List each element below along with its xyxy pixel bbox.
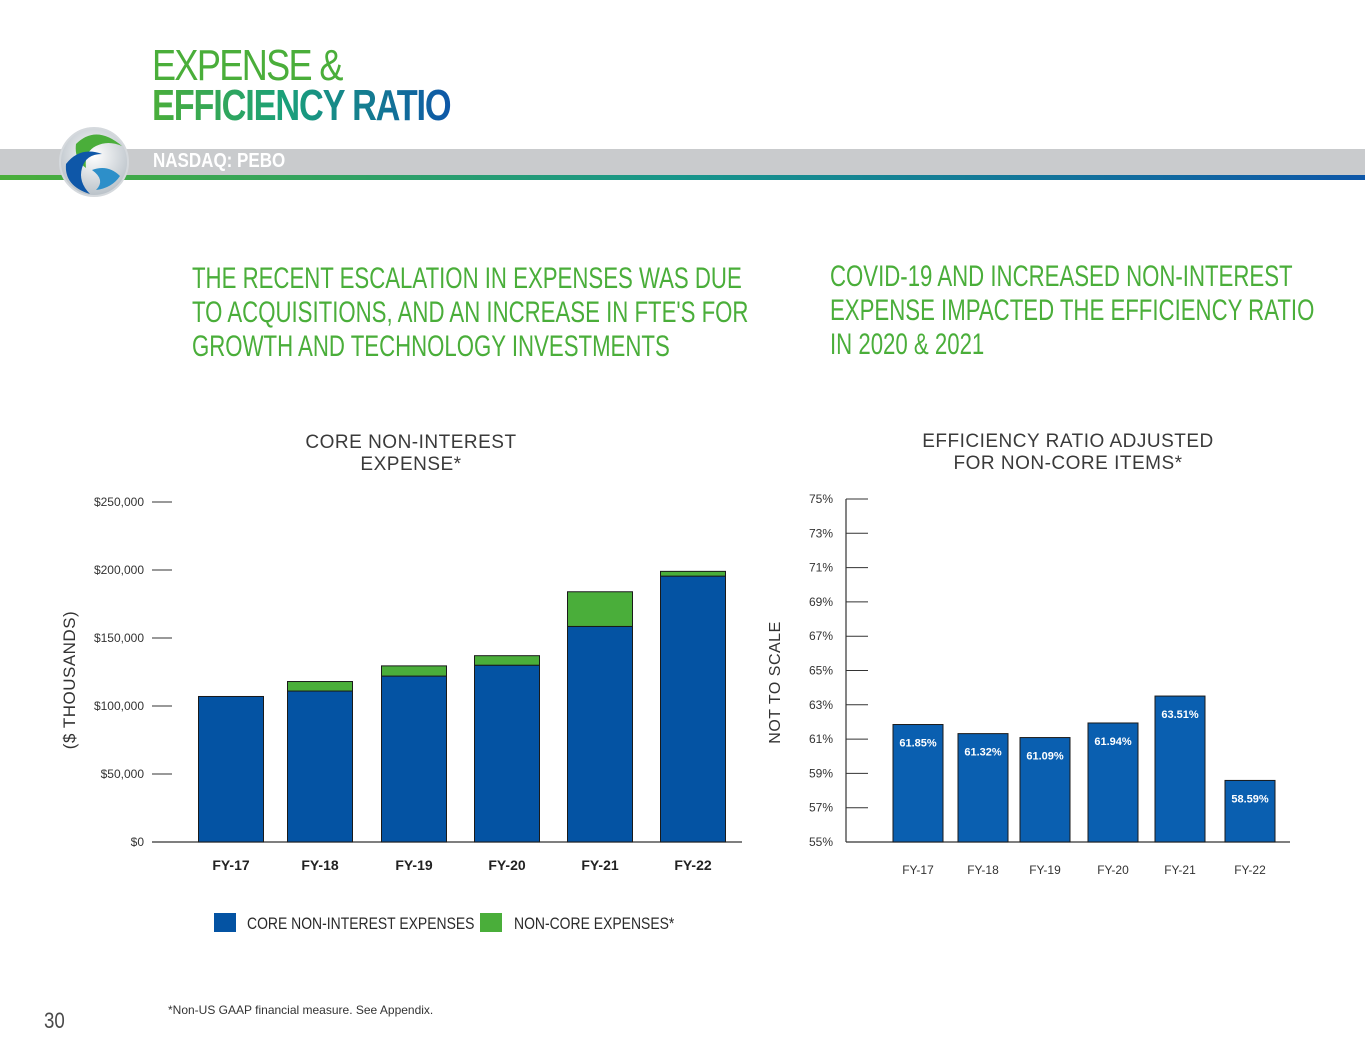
y-tick-label: 59% bbox=[809, 766, 833, 780]
bar-value-label: 61.85% bbox=[899, 738, 937, 750]
x-tick-label: FY-20 bbox=[488, 857, 526, 873]
noncore-expense-bar bbox=[567, 591, 633, 627]
bar-value-label: 63.51% bbox=[1161, 709, 1199, 721]
expense-chart: $0 $50,000 $100,000 $150,000 $200,000 $250,00… bbox=[60, 495, 742, 873]
page-title-line2: EFFICIENCY RATIO bbox=[152, 81, 452, 130]
page-number: 30 bbox=[44, 1008, 65, 1033]
x-tick-label: FY-18 bbox=[967, 863, 999, 877]
headline-right-line: COVID-19 AND INCREASED NON-INTEREST bbox=[830, 260, 1293, 293]
x-tick-label: FY-22 bbox=[1234, 863, 1266, 877]
headline-left-line: GROWTH AND TECHNOLOGY INVESTMENTS bbox=[192, 330, 670, 363]
x-tick-label: FY-20 bbox=[1097, 863, 1129, 877]
efficiency-chart-title-line: FOR NON-CORE ITEMS* bbox=[953, 453, 1183, 474]
y-tick-label: 57% bbox=[809, 801, 833, 815]
expense-chart-title: CORE NON-INTEREST EXPENSE* bbox=[261, 432, 561, 476]
x-tick-label: FY-18 bbox=[301, 857, 339, 873]
efficiency-ratio-bar bbox=[957, 733, 1009, 843]
y-tick-label: 55% bbox=[809, 835, 833, 849]
company-logo bbox=[59, 127, 129, 197]
x-tick-label: FY-19 bbox=[1029, 863, 1061, 877]
bar-value-label: 61.94% bbox=[1094, 736, 1132, 748]
legend-noncore-swatch bbox=[480, 913, 502, 932]
y-axis-label: NOT TO SCALE bbox=[767, 621, 784, 743]
core-expense-bar bbox=[287, 690, 353, 843]
y-tick-label: 61% bbox=[809, 732, 833, 746]
core-expense-bar bbox=[381, 675, 447, 843]
efficiency-ratio-bar bbox=[1224, 779, 1276, 843]
legend-noncore-label: NON-CORE EXPENSES* bbox=[514, 914, 675, 933]
headline-left: THE RECENT ESCALATION IN EXPENSES WAS DU… bbox=[192, 262, 748, 364]
footnote: *Non-US GAAP financial measure. See Appe… bbox=[168, 1003, 434, 1017]
core-expense-bar bbox=[474, 664, 540, 843]
headline-left-line: THE RECENT ESCALATION IN EXPENSES WAS DU… bbox=[192, 262, 742, 295]
efficiency-chart: 55% 57% 59% 61% 63% 65% 67% 69% 71% 73% 75% NOT TO … bbox=[767, 492, 1290, 877]
y-tick-label: $250,000 bbox=[94, 495, 144, 509]
x-tick-label: FY-19 bbox=[395, 857, 433, 873]
core-expense-bar bbox=[198, 695, 264, 843]
headline-right: COVID-19 AND INCREASED NON-INTEREST EXPE… bbox=[830, 260, 1314, 362]
y-tick-label: 63% bbox=[809, 698, 833, 712]
y-tick-label: $200,000 bbox=[94, 563, 144, 577]
x-tick-label: FY-21 bbox=[1164, 863, 1196, 877]
y-tick-label: 69% bbox=[809, 595, 833, 609]
y-tick-label: $50,000 bbox=[101, 767, 145, 781]
header-band bbox=[0, 149, 1365, 175]
ticker-label: NASDAQ: PEBO bbox=[153, 150, 286, 172]
x-tick-label: FY-22 bbox=[674, 857, 712, 873]
bar-value-label: 61.09% bbox=[1026, 751, 1064, 763]
core-expense-bar bbox=[567, 625, 633, 843]
efficiency-ratio-bar bbox=[1087, 722, 1139, 843]
headline-right-line: EXPENSE IMPACTED THE EFFICIENCY RATIO bbox=[830, 294, 1315, 327]
y-tick-label: 65% bbox=[809, 664, 833, 678]
efficiency-chart-title: EFFICIENCY RATIO ADJUSTED FOR NON-CORE I… bbox=[888, 431, 1248, 475]
x-tick-label: FY-17 bbox=[212, 857, 250, 873]
expense-chart-title-line: CORE NON-INTEREST bbox=[305, 432, 517, 453]
y-tick-label: 75% bbox=[809, 492, 833, 506]
noncore-expense-bar bbox=[474, 655, 540, 666]
x-tick-label: FY-17 bbox=[902, 863, 934, 877]
headline-right-line: IN 2020 & 2021 bbox=[830, 328, 985, 361]
efficiency-chart-title-line: EFFICIENCY RATIO ADJUSTED bbox=[922, 431, 1214, 452]
y-tick-label: 67% bbox=[809, 629, 833, 643]
legend-core-swatch bbox=[214, 913, 236, 932]
efficiency-ratio-bar bbox=[892, 724, 944, 843]
headline-left-line: TO ACQUISITIONS, AND AN INCREASE IN FTE'… bbox=[192, 296, 749, 329]
core-expense-bar bbox=[660, 575, 726, 843]
expense-chart-title-line: EXPENSE* bbox=[360, 454, 462, 475]
bar-value-label: 61.32% bbox=[964, 747, 1002, 759]
efficiency-ratio-bar bbox=[1019, 737, 1071, 843]
y-axis-label: ($ THOUSANDS) bbox=[60, 611, 79, 749]
noncore-expense-bar bbox=[660, 570, 726, 577]
noncore-expense-bar bbox=[287, 681, 353, 692]
legend-core-label: CORE NON-INTEREST EXPENSES bbox=[247, 914, 475, 933]
header-stripe bbox=[0, 175, 1365, 180]
y-tick-label: 71% bbox=[809, 561, 833, 575]
y-tick-label: $0 bbox=[131, 835, 145, 849]
bar-value-label: 58.59% bbox=[1231, 793, 1269, 805]
noncore-expense-bar bbox=[381, 665, 447, 677]
page-title-line1: EXPENSE & bbox=[152, 41, 343, 90]
y-tick-label: 73% bbox=[809, 526, 833, 540]
x-tick-label: FY-21 bbox=[581, 857, 619, 873]
y-tick-label: $100,000 bbox=[94, 699, 144, 713]
y-tick-label: $150,000 bbox=[94, 631, 144, 645]
efficiency-ratio-bar bbox=[1154, 695, 1206, 843]
